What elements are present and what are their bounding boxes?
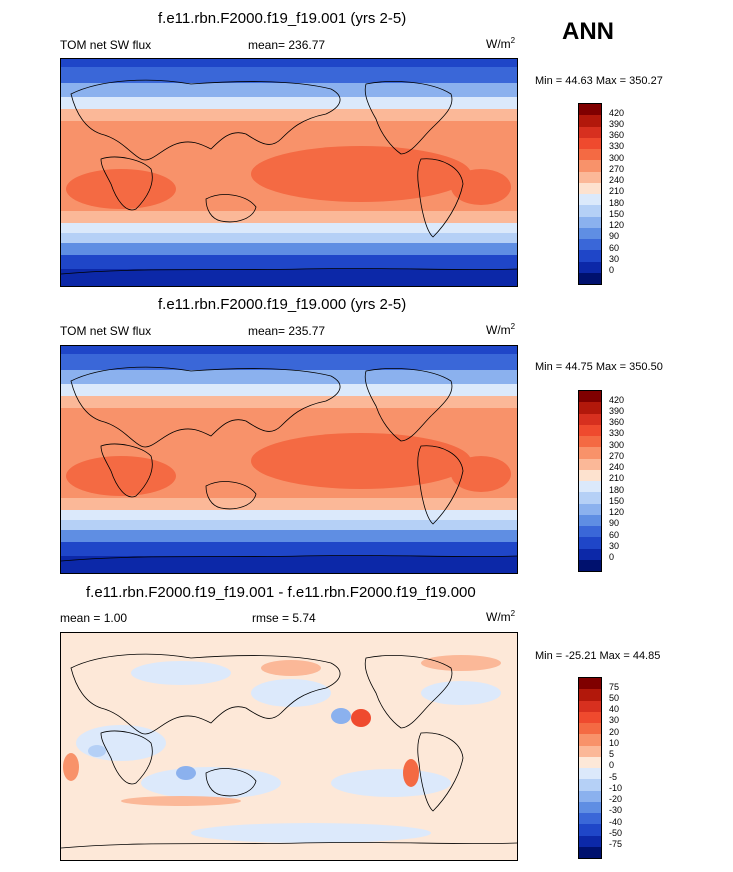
cbar-tick: 150 bbox=[609, 496, 625, 506]
panel2-colorbar bbox=[578, 390, 602, 572]
cbar-tick: 300 bbox=[609, 153, 625, 163]
cbar-tick: 420 bbox=[609, 395, 625, 405]
panel1-colorbar bbox=[578, 103, 602, 285]
panel1-minmax: Min = 44.63 Max = 350.27 bbox=[535, 75, 663, 87]
cbar-tick: 90 bbox=[609, 231, 620, 241]
panel1-units: W/m2 bbox=[486, 36, 516, 51]
panel1-title: f.e11.rbn.F2000.f19_f19.001 (yrs 2-5) bbox=[158, 10, 407, 27]
season-label: ANN bbox=[562, 18, 614, 45]
panel2-variable-label: TOM net SW flux bbox=[60, 324, 152, 338]
cbar-tick: 360 bbox=[609, 417, 625, 427]
cbar-tick: 10 bbox=[609, 738, 620, 748]
cbar-tick: -40 bbox=[609, 817, 623, 827]
cbar-tick: 60 bbox=[609, 530, 620, 540]
cbar-tick: 30 bbox=[609, 715, 620, 725]
cbar-tick: 390 bbox=[609, 119, 625, 129]
cbar-tick: 50 bbox=[609, 693, 620, 703]
cbar-tick: -10 bbox=[609, 783, 623, 793]
cbar-tick: -20 bbox=[609, 794, 623, 804]
cbar-tick: 240 bbox=[609, 175, 625, 185]
panel3-mean-label: mean = 1.00 bbox=[60, 611, 128, 625]
cbar-tick: 120 bbox=[609, 220, 625, 230]
cbar-tick: 0 bbox=[609, 760, 615, 770]
panel2-title: f.e11.rbn.F2000.f19_f19.000 (yrs 2-5) bbox=[158, 296, 407, 313]
panel2-mean-label: mean= 235.77 bbox=[248, 324, 326, 338]
cbar-tick: 30 bbox=[609, 541, 620, 551]
cbar-tick: 240 bbox=[609, 462, 625, 472]
panel2-minmax: Min = 44.75 Max = 350.50 bbox=[535, 361, 663, 373]
cbar-tick: 20 bbox=[609, 727, 620, 737]
cbar-tick: 270 bbox=[609, 451, 625, 461]
cbar-tick: 210 bbox=[609, 473, 625, 483]
cbar-tick: 5 bbox=[609, 749, 615, 759]
cbar-tick: 180 bbox=[609, 485, 625, 495]
cbar-tick: -75 bbox=[609, 839, 623, 849]
cbar-tick: -5 bbox=[609, 772, 618, 782]
cbar-tick: -50 bbox=[609, 828, 623, 838]
panel1-map bbox=[60, 58, 518, 287]
cbar-tick: 30 bbox=[609, 254, 620, 264]
cbar-tick: 60 bbox=[609, 243, 620, 253]
cbar-tick: 120 bbox=[609, 507, 625, 517]
panel1-mean-label: mean= 236.77 bbox=[248, 38, 326, 52]
cbar-tick: 150 bbox=[609, 209, 625, 219]
cbar-tick: 180 bbox=[609, 198, 625, 208]
panel2-map bbox=[60, 345, 518, 574]
cbar-tick: 90 bbox=[609, 518, 620, 528]
panel3-minmax: Min = -25.21 Max = 44.85 bbox=[535, 650, 661, 662]
cbar-tick: 360 bbox=[609, 130, 625, 140]
panel3-units: W/m2 bbox=[486, 609, 516, 624]
cbar-tick: -30 bbox=[609, 805, 623, 815]
cbar-tick: 75 bbox=[609, 682, 620, 692]
panel2-units: W/m2 bbox=[486, 322, 516, 337]
cbar-tick: 40 bbox=[609, 704, 620, 714]
cbar-tick: 330 bbox=[609, 428, 625, 438]
cbar-tick: 330 bbox=[609, 141, 625, 151]
panel3-title: f.e11.rbn.F2000.f19_f19.001 - f.e11.rbn.… bbox=[86, 584, 476, 601]
panel3-map bbox=[60, 632, 518, 861]
panel3-colorbar bbox=[578, 677, 602, 859]
cbar-tick: 300 bbox=[609, 440, 625, 450]
cbar-tick: 0 bbox=[609, 265, 615, 275]
cbar-tick: 390 bbox=[609, 406, 625, 416]
cbar-tick: 0 bbox=[609, 552, 615, 562]
panel1-variable-label: TOM net SW flux bbox=[60, 38, 152, 52]
cbar-tick: 210 bbox=[609, 186, 625, 196]
cbar-tick: 420 bbox=[609, 108, 625, 118]
cbar-tick: 270 bbox=[609, 164, 625, 174]
panel3-rmse-label: rmse = 5.74 bbox=[252, 611, 316, 625]
